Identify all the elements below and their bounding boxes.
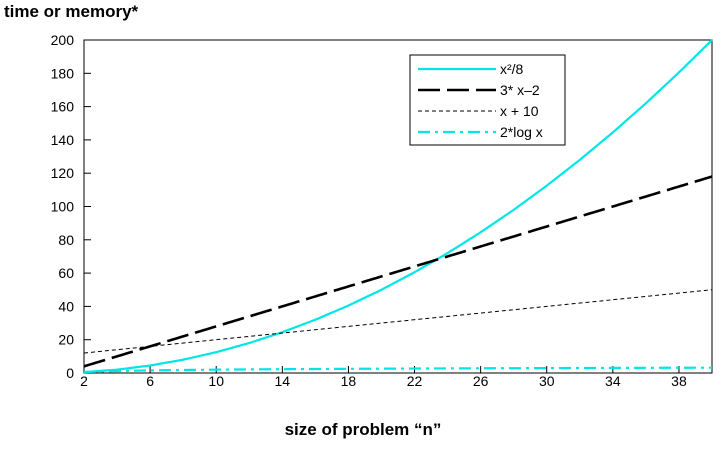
- y-tick-label: 180: [51, 65, 75, 81]
- y-tick-label: 80: [58, 232, 74, 248]
- y-tick-label: 200: [51, 32, 75, 48]
- plot-frame: [83, 39, 713, 374]
- legend-label: 3* x–2: [500, 82, 540, 98]
- legend-label: x + 10: [500, 103, 539, 119]
- y-tick-label: 0: [66, 365, 74, 381]
- x-tick-label: 18: [341, 373, 357, 389]
- x-tick-label: 30: [539, 373, 555, 389]
- x-tick-label: 10: [208, 373, 224, 389]
- x-axis-label: size of problem “n”: [284, 420, 442, 439]
- x-tick-label: 6: [146, 373, 154, 389]
- y-tick-label: 40: [58, 298, 74, 314]
- x-tick-label: 14: [275, 373, 291, 389]
- y-tick-label: 140: [51, 132, 75, 148]
- series-line-3: [83, 289, 713, 354]
- y-tick-label: 120: [51, 165, 75, 181]
- y-tick-label: 160: [51, 99, 75, 115]
- series-line-4: [83, 366, 713, 374]
- y-tick-label: 60: [58, 265, 74, 281]
- x-tick-label: 26: [473, 373, 489, 389]
- y-tick-label: 100: [51, 199, 75, 215]
- legend-label: 2*log x: [500, 124, 543, 140]
- x-tick-label: 22: [407, 373, 423, 389]
- series-line-1: [83, 39, 713, 374]
- series-line-2: [83, 175, 713, 368]
- x-tick-label: 38: [671, 373, 687, 389]
- legend-label: x²/8: [500, 61, 524, 77]
- y-axis-label: time or memory*: [4, 2, 139, 21]
- x-tick-label: 2: [80, 373, 88, 389]
- y-tick-label: 20: [58, 332, 74, 348]
- x-tick-label: 34: [605, 373, 621, 389]
